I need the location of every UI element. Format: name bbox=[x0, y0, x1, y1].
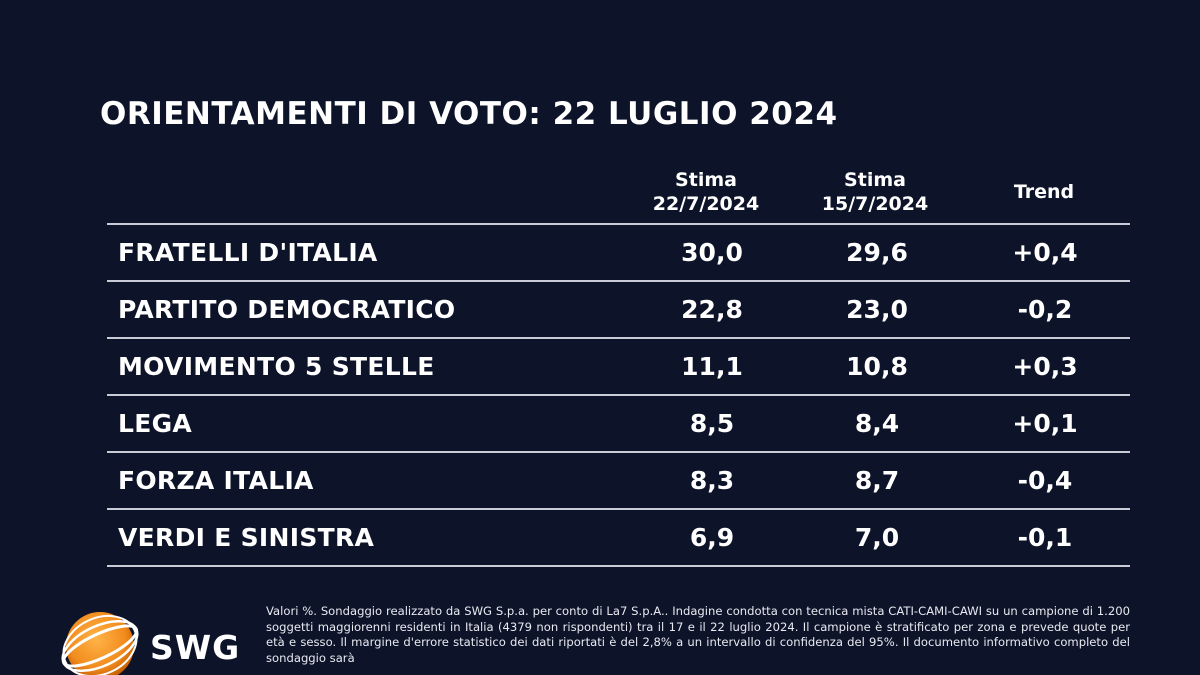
trend-value: +0,4 bbox=[1012, 238, 1078, 267]
party-name: FORZA ITALIA bbox=[118, 466, 314, 495]
estimate-22-value: 8,5 bbox=[689, 409, 735, 438]
table-row: FRATELLI D'ITALIA 30,0 29,6 +0,4 bbox=[107, 223, 1130, 280]
estimate-15-value: 8,7 bbox=[854, 466, 900, 495]
table-row: LEGA 8,5 8,4 +0,1 bbox=[107, 394, 1130, 451]
estimate-22-value: 22,8 bbox=[681, 295, 743, 324]
column-header-estimate-22-line1: Stima bbox=[675, 169, 737, 191]
trend-value: -0,2 bbox=[1017, 295, 1073, 324]
estimate-15-value: 10,8 bbox=[846, 352, 908, 381]
trend-value: +0,1 bbox=[1012, 409, 1078, 438]
column-header-estimate-15-line2: 15/7/2024 bbox=[821, 193, 929, 215]
estimate-22-value: 11,1 bbox=[681, 352, 743, 381]
estimate-15-value: 23,0 bbox=[846, 295, 908, 324]
estimate-22-value: 8,3 bbox=[689, 466, 735, 495]
estimate-22-value: 6,9 bbox=[689, 523, 735, 552]
page-title: ORIENTAMENTI DI VOTO: 22 LUGLIO 2024 bbox=[100, 96, 838, 132]
poll-table: FRATELLI D'ITALIA 30,0 29,6 +0,4 PARTITO DEM… bbox=[107, 223, 1130, 567]
swg-globe-logo-icon bbox=[61, 612, 139, 675]
trend-value: -0,1 bbox=[1017, 523, 1073, 552]
estimate-15-value: 8,4 bbox=[854, 409, 900, 438]
estimate-15-value: 7,0 bbox=[854, 523, 900, 552]
methodology-footnote: Valori %. Sondaggio realizzato da SWG S.… bbox=[266, 604, 1130, 665]
trend-value: -0,4 bbox=[1017, 466, 1073, 495]
column-header-trend: Trend bbox=[1013, 181, 1075, 203]
estimate-22-value: 30,0 bbox=[681, 238, 743, 267]
column-header-estimate-15-line1: Stima bbox=[844, 169, 906, 191]
table-row: PARTITO DEMOCRATICO 22,8 23,0 -0,2 bbox=[107, 280, 1130, 337]
party-name: PARTITO DEMOCRATICO bbox=[118, 295, 456, 324]
party-name: FRATELLI D'ITALIA bbox=[118, 238, 378, 267]
table-row: FORZA ITALIA 8,3 8,7 -0,4 bbox=[107, 451, 1130, 508]
column-header-estimate-22-line2: 22/7/2024 bbox=[652, 193, 760, 215]
trend-value: +0,3 bbox=[1012, 352, 1078, 381]
estimate-15-value: 29,6 bbox=[846, 238, 908, 267]
table-row: MOVIMENTO 5 STELLE 11,1 10,8 +0,3 bbox=[107, 337, 1130, 394]
swg-logo-text: SWG bbox=[150, 628, 241, 667]
column-header-estimate-22: Stima 22/7/2024 bbox=[636, 168, 776, 216]
party-name: VERDI E SINISTRA bbox=[118, 523, 375, 552]
table-row: VERDI E SINISTRA 6,9 7,0 -0,1 bbox=[107, 508, 1130, 567]
party-name: MOVIMENTO 5 STELLE bbox=[118, 352, 435, 381]
party-name: LEGA bbox=[118, 409, 193, 438]
column-header-estimate-15: Stima 15/7/2024 bbox=[805, 168, 945, 216]
